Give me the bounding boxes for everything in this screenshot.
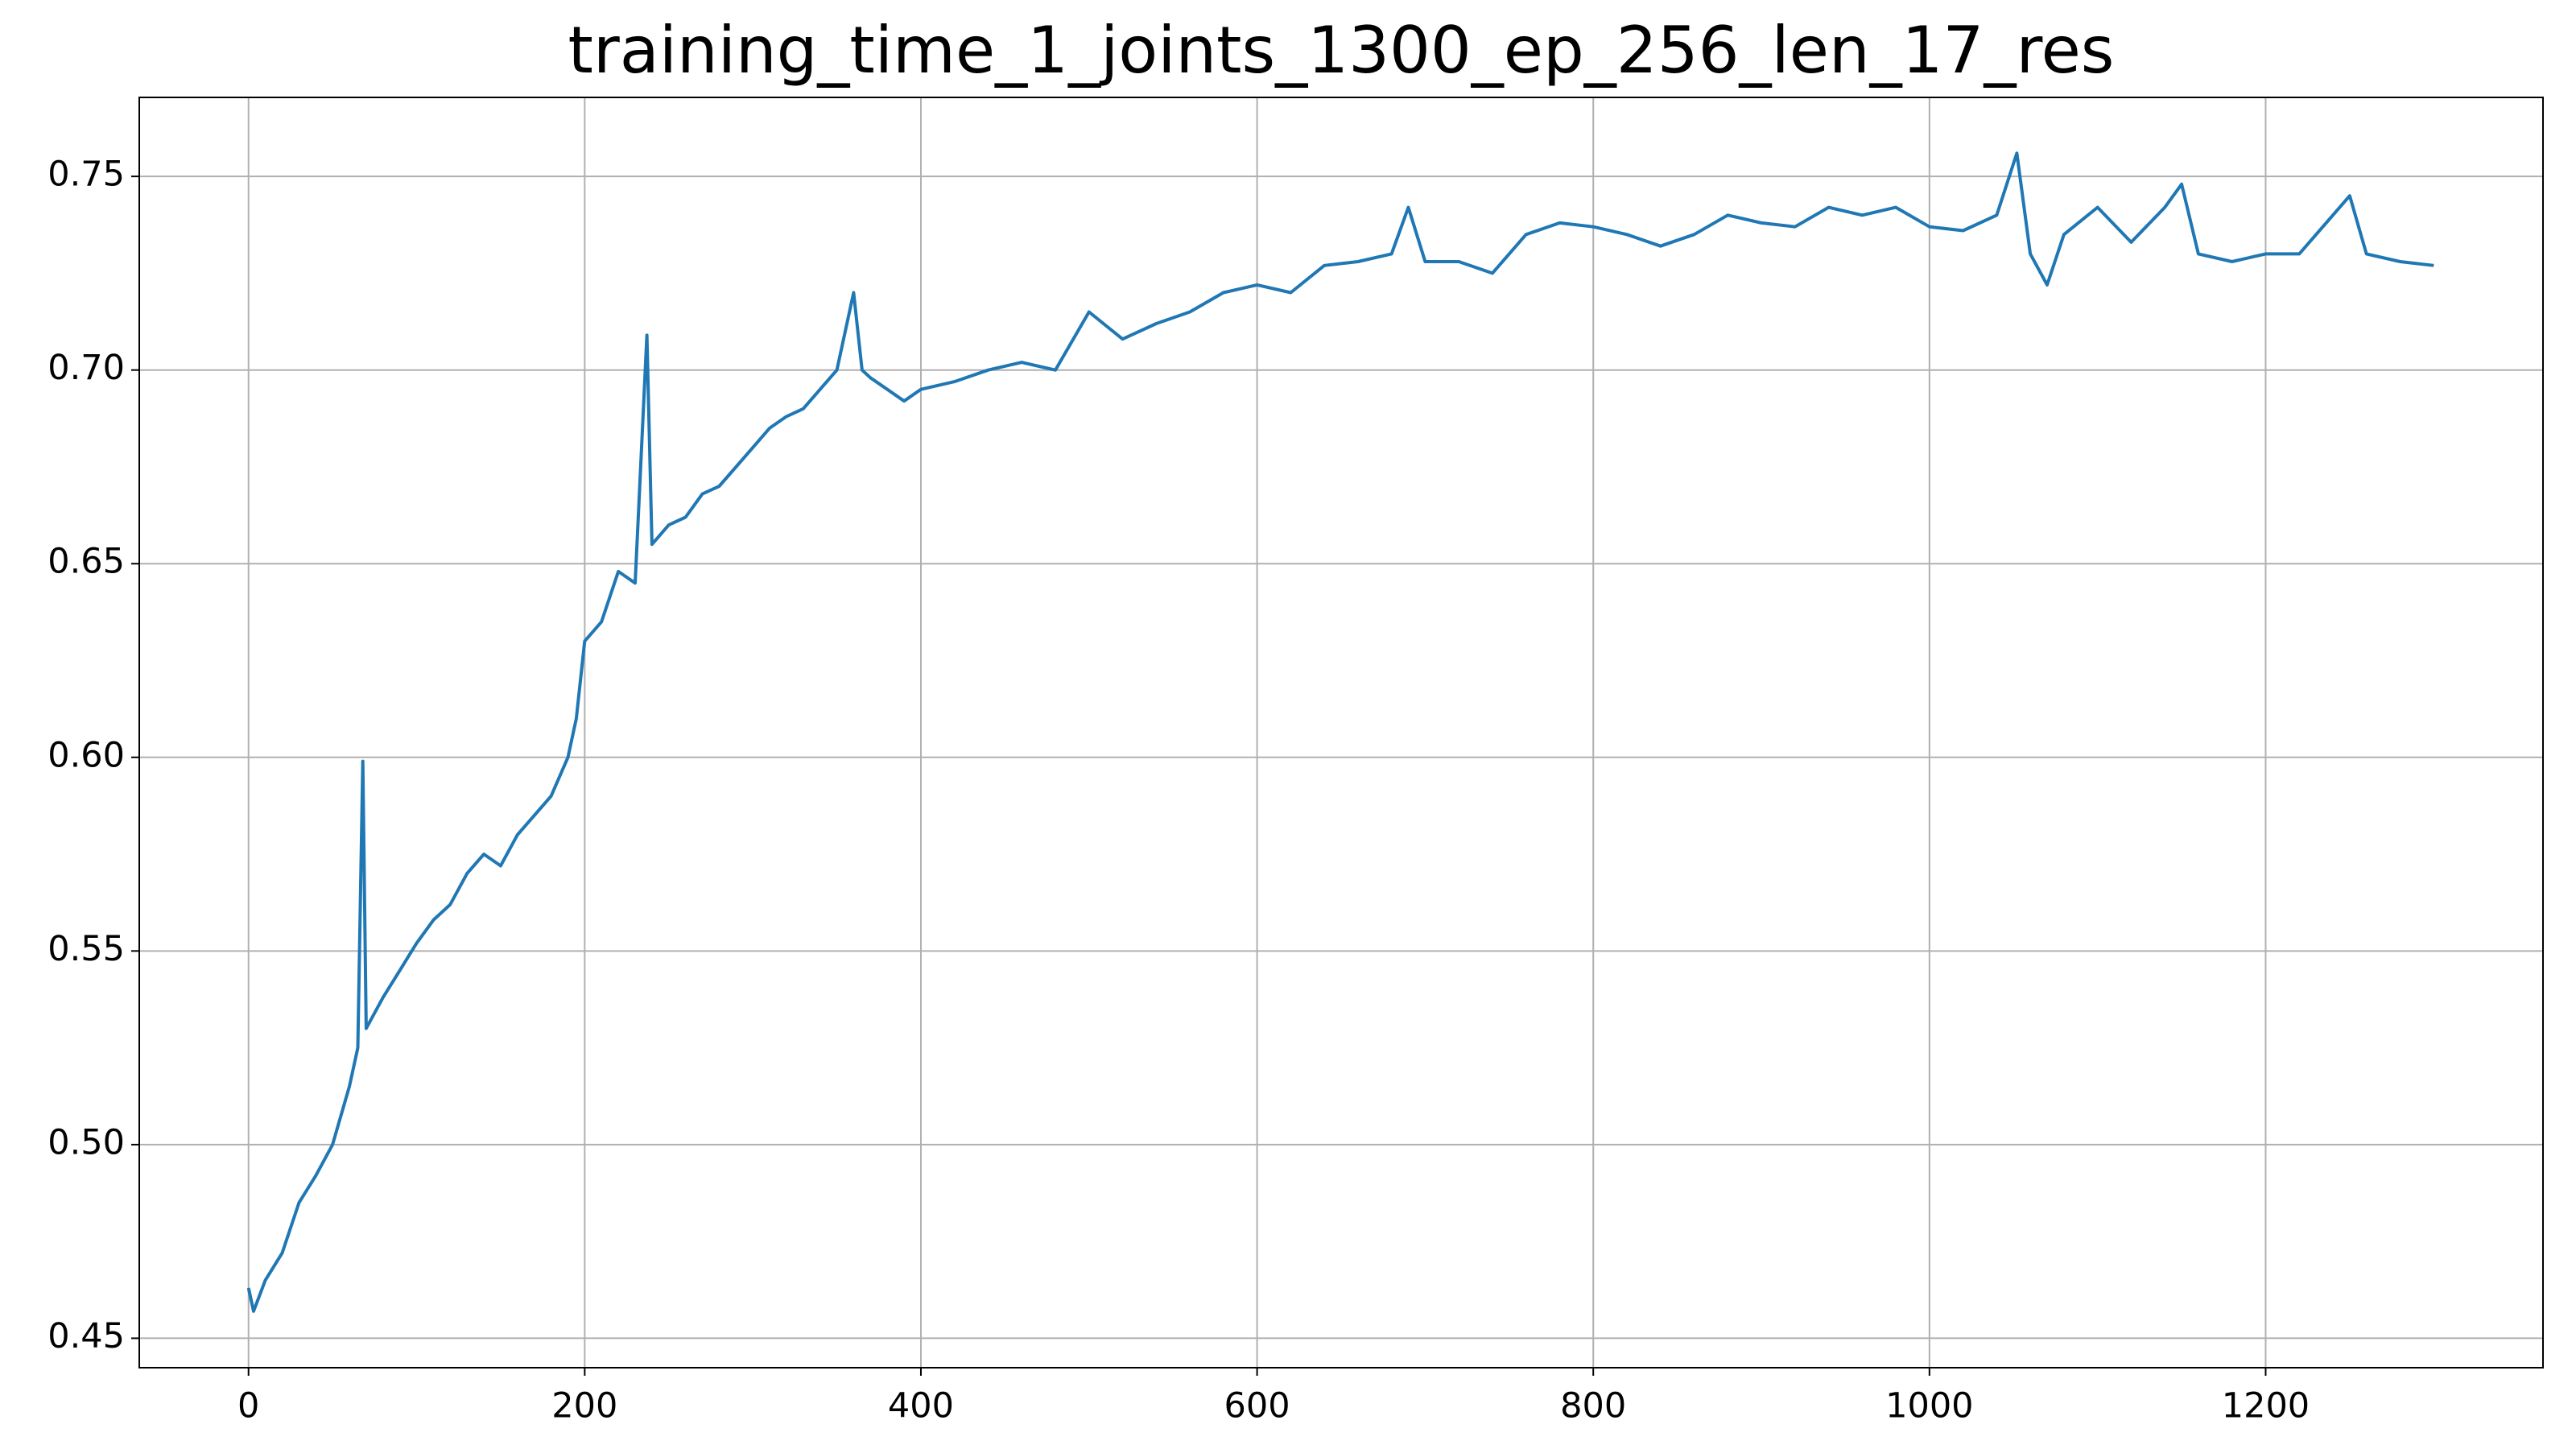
y-tick-label: 0.60: [47, 735, 125, 775]
y-tick-label: 0.45: [47, 1316, 125, 1356]
plot-frame: [138, 97, 2544, 1368]
x-tick-label: 0: [237, 1386, 259, 1426]
y-tick-label: 0.70: [47, 348, 125, 388]
x-tick-label: 1200: [2222, 1386, 2310, 1426]
y-tick-label: 0.50: [47, 1122, 125, 1162]
chart-title: training_time_1_joints_1300_ep_256_len_1…: [568, 13, 2115, 88]
y-tick-label: 0.55: [47, 929, 125, 969]
data-line: [246, 151, 2434, 1313]
x-tick-label: 1000: [1885, 1386, 1973, 1426]
x-tick-label: 200: [551, 1386, 617, 1426]
x-tick-label: 600: [1224, 1386, 1290, 1426]
x-tick-label: 800: [1560, 1386, 1626, 1426]
y-tick-label: 0.65: [47, 542, 125, 582]
x-tick-label: 400: [888, 1386, 954, 1426]
y-tick-label: 0.75: [47, 155, 125, 195]
